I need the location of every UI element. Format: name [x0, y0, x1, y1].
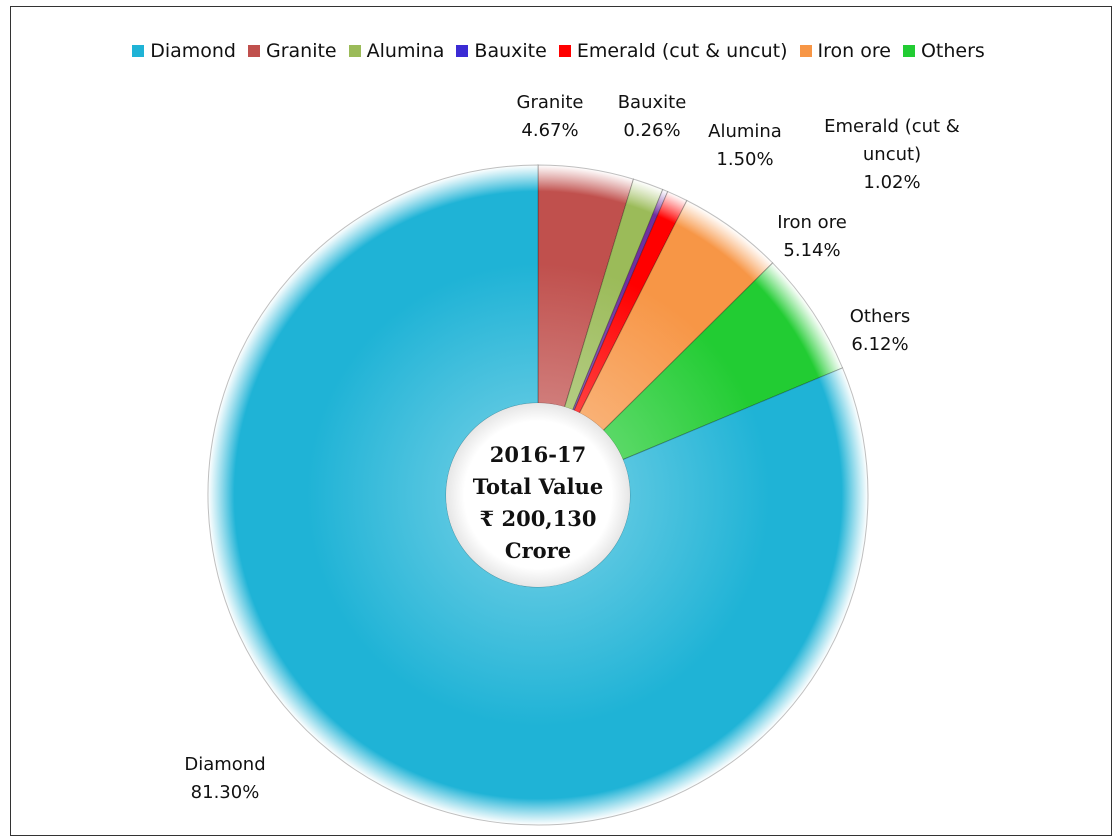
data-label-alumina-name: Alumina [708, 121, 782, 142]
legend-label: Alumina [366, 40, 445, 62]
labels-group: Granite 4.67% Alumina 1.50% Bauxite 0.26% Emer… [184, 92, 959, 803]
center-label-line: Crore [505, 538, 571, 563]
center-label-line: 2016-17 [490, 442, 586, 467]
legend-item-bauxite: Bauxite [456, 40, 547, 62]
data-label-granite-value: 4.67% [521, 120, 578, 141]
legend-label: Diamond [150, 40, 236, 62]
legend-item-emerald-cut-uncut: Emerald (cut & uncut) [558, 40, 788, 62]
legend-swatch [247, 45, 260, 57]
legend-swatch [348, 45, 361, 57]
legend-label: Emerald (cut & uncut) [576, 40, 788, 62]
chart-legend: Diamond Granite Alumina Bauxite Emerald (cut… [0, 40, 1117, 62]
legend-swatch [902, 45, 915, 57]
legend-swatch [456, 45, 469, 57]
center-label-line: Total Value [473, 474, 603, 499]
legend-item-iron-ore: Iron ore [799, 40, 891, 62]
legend-swatch [799, 45, 812, 57]
legend-label: Others [920, 40, 985, 62]
legend-swatch [132, 45, 145, 57]
data-label-emerald-cut-uncut-name: Emerald (cut & [824, 116, 960, 137]
legend-item-alumina: Alumina [348, 40, 445, 62]
legend-swatch [558, 45, 571, 57]
center-label-line: ₹ 200,130 [480, 506, 597, 531]
data-label-diamond-value: 81.30% [191, 782, 260, 803]
legend-item-granite: Granite [247, 40, 337, 62]
legend-label: Bauxite [474, 40, 547, 62]
legend-item-others: Others [902, 40, 985, 62]
legend-label: Iron ore [817, 40, 891, 62]
data-label-others-value: 6.12% [851, 334, 908, 355]
data-label-diamond-name: Diamond [184, 754, 265, 775]
center-label: 2016-17 Total Value ₹ 200,130 Crore [473, 442, 603, 563]
center-hole [446, 403, 630, 587]
data-label-granite-name: Granite [517, 92, 584, 113]
data-label-alumina-value: 1.50% [716, 149, 773, 170]
data-label-bauxite-name: Bauxite [618, 92, 687, 113]
legend-label: Granite [265, 40, 337, 62]
legend-item-diamond: Diamond [132, 40, 236, 62]
data-label-emerald-cut-uncut-value: 1.02% [863, 172, 920, 193]
data-label-others-name: Others [850, 306, 911, 327]
data-label-iron-ore-value: 5.14% [783, 240, 840, 261]
data-label-bauxite-value: 0.26% [623, 120, 680, 141]
data-label-iron-ore-name: Iron ore [777, 212, 847, 233]
data-label-emerald-cut-uncut-name: uncut) [863, 144, 921, 165]
